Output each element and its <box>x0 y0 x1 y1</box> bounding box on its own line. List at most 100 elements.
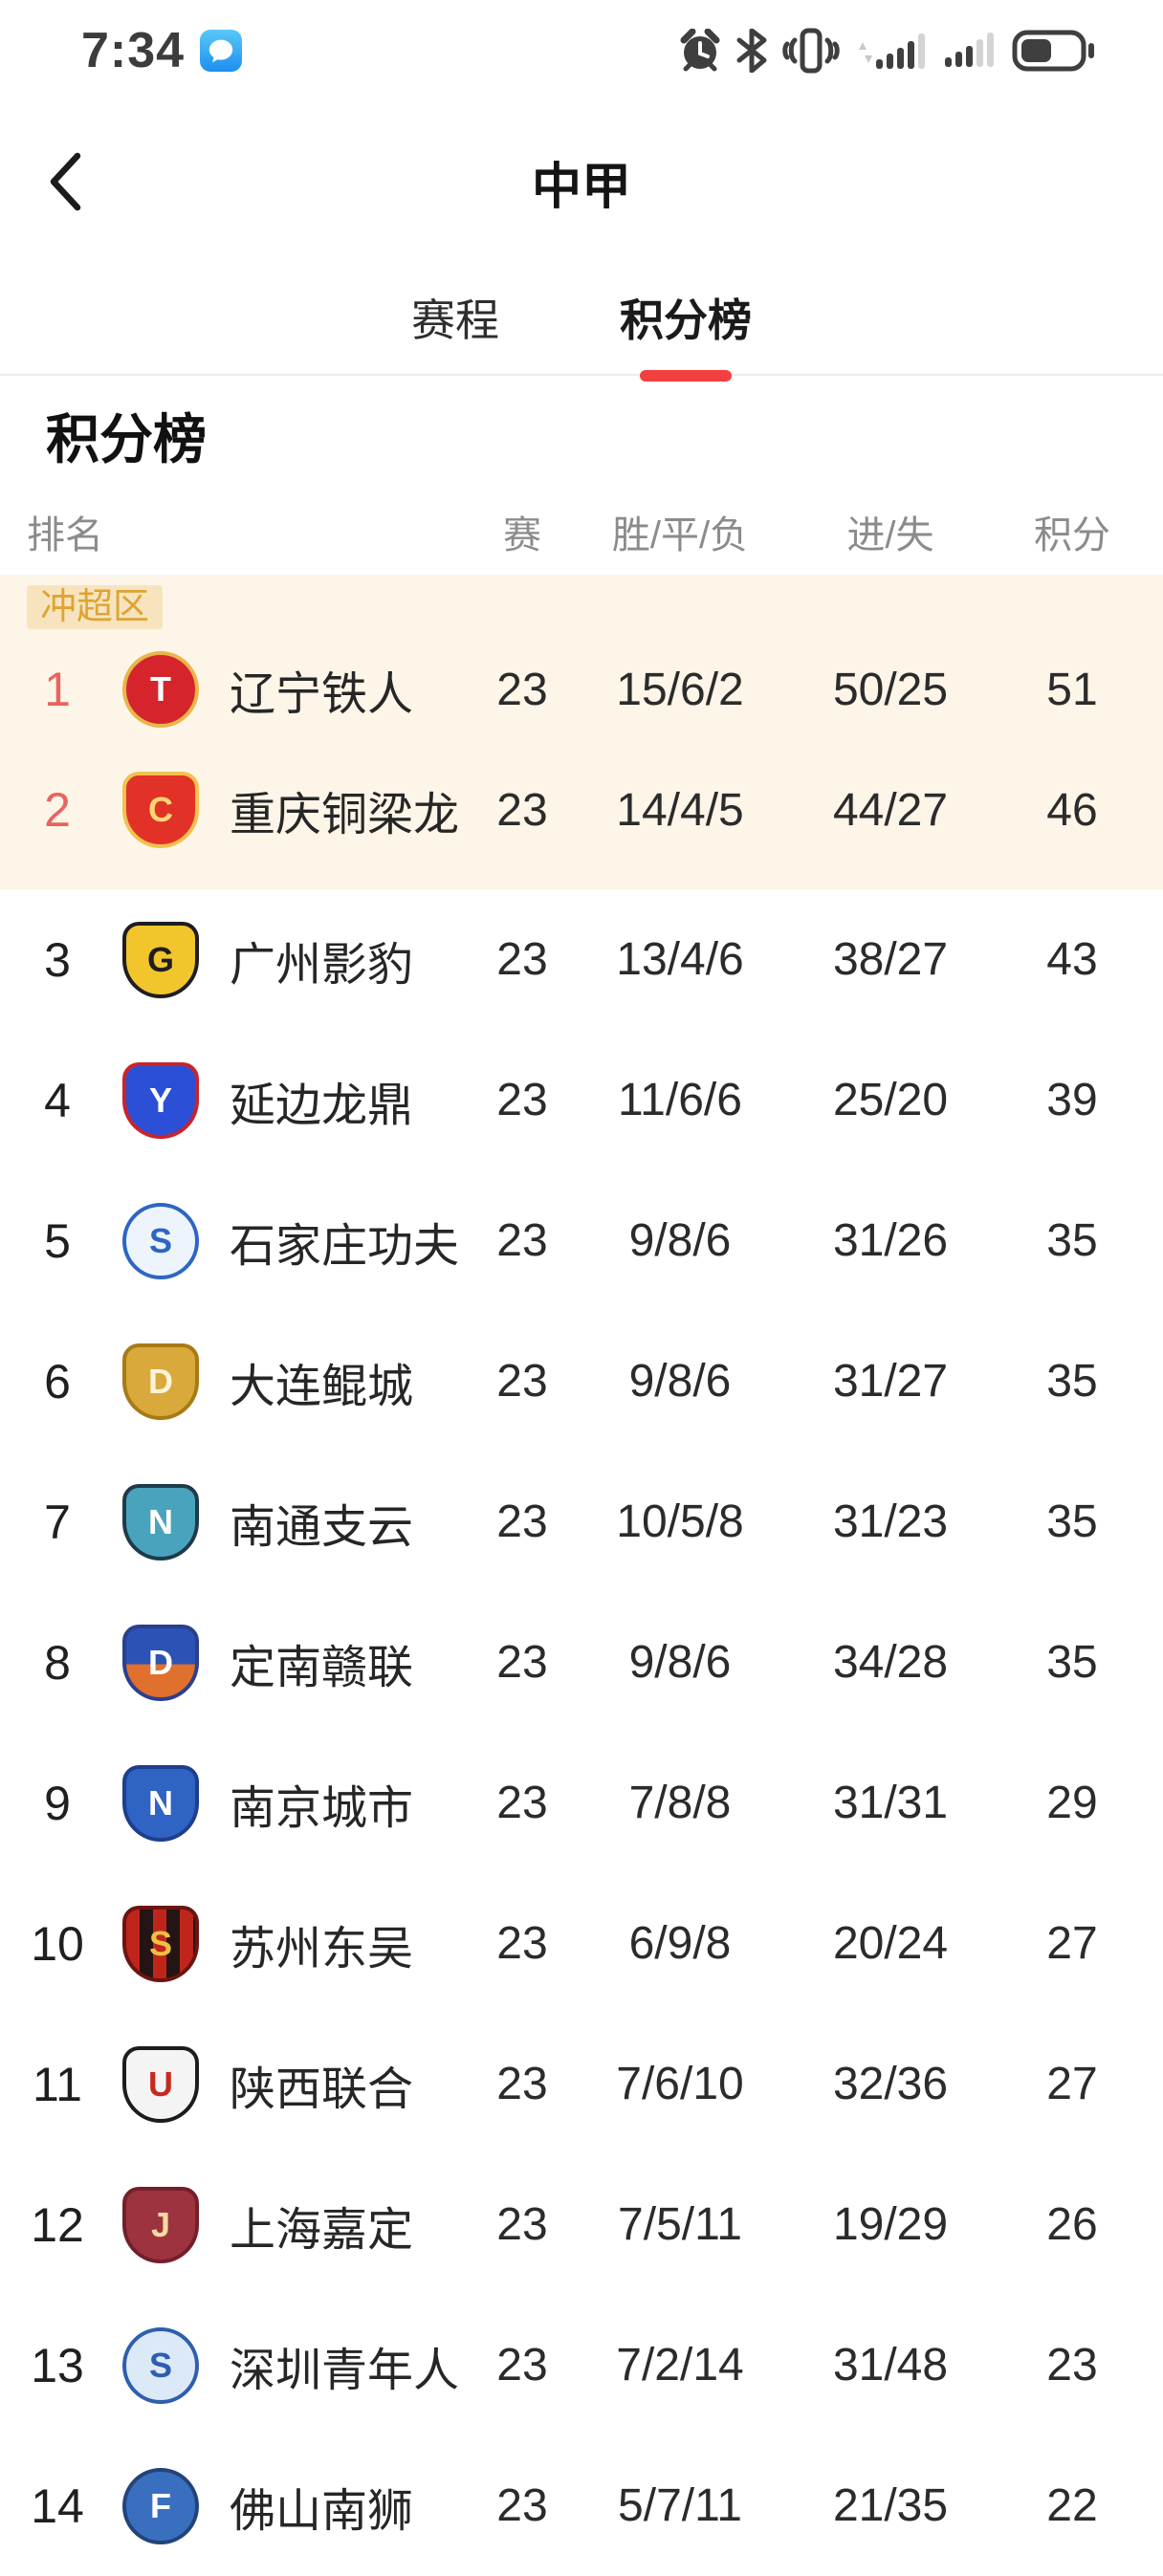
team-crest-icon: S <box>122 2326 199 2404</box>
status-icons-group <box>678 28 1096 74</box>
status-time: 7:34 <box>81 22 186 78</box>
team-name: 定南赣联 <box>230 1642 414 1693</box>
table-row[interactable]: 4 Y 延边龙鼎 23 11/6/6 25/20 39 <box>0 1030 1163 1170</box>
points: 35 <box>1046 1215 1098 1266</box>
win-draw-loss: 5/7/11 <box>618 2480 742 2531</box>
goals-for-against: 20/24 <box>832 1918 949 1969</box>
team-name: 石家庄功夫 <box>230 1220 460 1272</box>
tab-label: 积分榜 <box>620 295 752 345</box>
column-header-goals: 进/失 <box>846 514 934 557</box>
games-played: 23 <box>496 784 548 836</box>
points: 51 <box>1046 664 1098 715</box>
games-played: 23 <box>496 2340 548 2390</box>
team-crest-icon: Y <box>122 1061 199 1139</box>
table-row[interactable]: 3 G 广州影豹 23 13/4/6 38/27 43 <box>0 889 1163 1030</box>
tab-active-underline <box>640 370 732 382</box>
table-row[interactable]: 10 S 苏州东吴 23 6/9/8 20/24 27 <box>0 1873 1163 2014</box>
promotion-zone-badge: 冲超区 <box>27 585 164 629</box>
team-rank: 3 <box>44 932 71 987</box>
signal-icon <box>859 33 925 69</box>
points: 35 <box>1046 1496 1098 1547</box>
team-crest-icon: D <box>122 1343 199 1420</box>
bluetooth-icon <box>736 28 767 73</box>
team-name: 辽宁铁人 <box>230 669 414 720</box>
goals-for-against: 38/27 <box>832 934 949 985</box>
tab-standings[interactable]: 积分榜 <box>618 278 754 382</box>
points: 27 <box>1046 1918 1098 1969</box>
points: 29 <box>1046 1778 1098 1828</box>
games-played: 23 <box>496 1496 548 1547</box>
games-played: 23 <box>496 2480 548 2531</box>
team-name: 延边龙鼎 <box>230 1080 414 1131</box>
games-played: 23 <box>496 1356 548 1407</box>
team-name: 佛山南狮 <box>230 2485 414 2537</box>
team-logo-cell: U <box>105 2045 216 2123</box>
win-draw-loss: 15/6/2 <box>616 664 744 715</box>
tab-schedule[interactable]: 赛程 <box>409 278 501 357</box>
team-logo-cell: S <box>105 1905 216 1982</box>
team-rank: 8 <box>44 1635 71 1690</box>
goals-for-against: 19/29 <box>832 2199 949 2250</box>
page-title: 中甲 <box>531 159 631 215</box>
table-row[interactable]: 6 D 大连鲲城 23 9/8/6 31/27 35 <box>0 1311 1163 1452</box>
team-crest-icon: C <box>122 772 199 848</box>
team-logo-cell: J <box>105 2186 216 2263</box>
table-row[interactable]: 5 S 石家庄功夫 23 9/8/6 31/26 35 <box>0 1170 1163 1311</box>
back-button[interactable] <box>36 143 94 220</box>
team-rank: 4 <box>44 1073 71 1127</box>
goals-for-against: 44/27 <box>832 784 949 836</box>
team-name: 深圳青年人 <box>230 2345 460 2396</box>
goals-for-against: 32/36 <box>832 2059 949 2109</box>
team-name: 南通支云 <box>230 1501 414 1553</box>
win-draw-loss: 9/8/6 <box>628 1215 732 1266</box>
points: 23 <box>1046 2340 1098 2390</box>
win-draw-loss: 10/5/8 <box>616 1496 744 1547</box>
points: 46 <box>1046 784 1098 836</box>
points: 35 <box>1046 1637 1098 1688</box>
games-played: 23 <box>496 1637 548 1688</box>
win-draw-loss: 7/6/10 <box>616 2059 744 2109</box>
message-icon <box>200 29 243 72</box>
win-draw-loss: 6/9/8 <box>628 1918 732 1969</box>
goals-for-against: 31/31 <box>832 1778 949 1828</box>
team-crest-icon: T <box>122 651 199 728</box>
table-row[interactable]: 9 N 南京城市 23 7/8/8 31/31 29 <box>0 1733 1163 1873</box>
table-row[interactable]: 14 F 佛山南狮 23 5/7/11 21/35 22 <box>0 2435 1163 2576</box>
goals-for-against: 31/48 <box>832 2340 949 2390</box>
win-draw-loss: 7/5/11 <box>618 2199 742 2250</box>
team-name: 上海嘉定 <box>230 2204 414 2256</box>
team-name: 苏州东吴 <box>230 1923 414 1975</box>
points: 43 <box>1046 934 1098 985</box>
team-rank: 13 <box>31 2338 84 2392</box>
goals-for-against: 31/27 <box>832 1356 949 1407</box>
table-row[interactable]: 2 C 重庆铜梁龙 23 14/4/5 44/27 46 <box>0 750 1163 870</box>
table-row[interactable]: 8 D 定南赣联 23 9/8/6 34/28 35 <box>0 1592 1163 1733</box>
points: 35 <box>1046 1356 1098 1407</box>
team-logo-cell: G <box>105 921 216 998</box>
team-logo-cell: S <box>105 1202 216 1279</box>
table-row[interactable]: 11 U 陕西联合 23 7/6/10 32/36 27 <box>0 2014 1163 2154</box>
tab-label: 赛程 <box>411 295 499 345</box>
team-logo-cell: Y <box>105 1061 216 1139</box>
team-logo-cell: S <box>105 2326 216 2404</box>
games-played: 23 <box>496 2199 548 2250</box>
goals-for-against: 50/25 <box>832 664 949 715</box>
column-header-wdl: 胜/平/负 <box>611 514 749 557</box>
signal-secondary-icon <box>945 32 994 67</box>
win-draw-loss: 7/8/8 <box>628 1778 732 1828</box>
goals-for-against: 31/26 <box>832 1215 949 1266</box>
points: 27 <box>1046 2059 1098 2109</box>
win-draw-loss: 14/4/5 <box>616 784 744 836</box>
team-name: 重庆铜梁龙 <box>230 790 460 840</box>
team-crest-icon: D <box>122 1624 199 1701</box>
table-row[interactable]: 1 T 辽宁铁人 23 15/6/2 50/25 51 <box>0 629 1163 750</box>
table-row[interactable]: 12 J 上海嘉定 23 7/5/11 19/29 26 <box>0 2154 1163 2295</box>
team-rank: 2 <box>44 783 71 837</box>
points: 39 <box>1046 1075 1098 1125</box>
team-rank: 5 <box>44 1213 71 1268</box>
column-header-points: 积分 <box>1034 514 1110 557</box>
team-rank: 12 <box>31 2197 84 2252</box>
table-row[interactable]: 7 N 南通支云 23 10/5/8 31/23 35 <box>0 1452 1163 1592</box>
table-row[interactable]: 13 S 深圳青年人 23 7/2/14 31/48 23 <box>0 2295 1163 2435</box>
